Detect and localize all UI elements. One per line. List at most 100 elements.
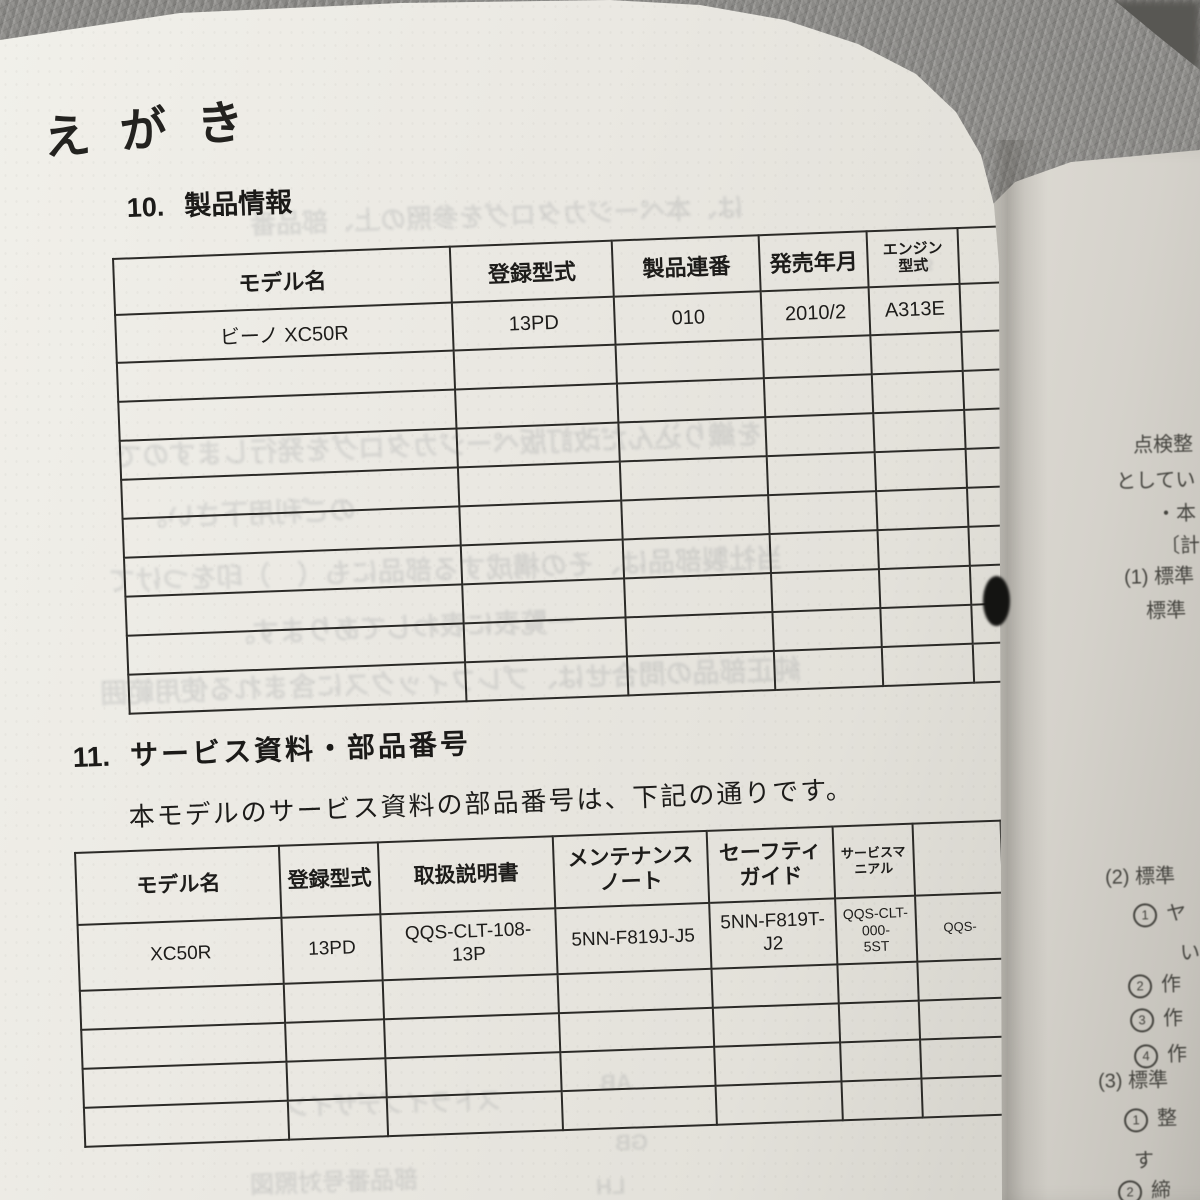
- table-cell: [454, 383, 619, 429]
- table-cell: [870, 331, 963, 375]
- table-cell: 製品連番: [612, 235, 761, 297]
- table-cell: [559, 1046, 716, 1092]
- table-cell: [625, 612, 774, 657]
- right-page-text-fragment: ・本: [1155, 502, 1197, 526]
- table-cell: サービスマニアル: [832, 823, 915, 899]
- table-cell: [382, 974, 559, 1020]
- table-cell: [873, 409, 966, 453]
- circled-number: 1: [1132, 902, 1158, 928]
- circled-number: 2: [1117, 1179, 1143, 1200]
- table-cell: [624, 573, 773, 618]
- table-cell: [959, 282, 1002, 332]
- table-cell: [457, 461, 622, 507]
- table-cell: [921, 1075, 1002, 1118]
- table-cell: QQS-CLT-108- 13P: [379, 908, 558, 981]
- table-cell: [558, 1007, 715, 1053]
- table-cell: [711, 964, 839, 1008]
- table-cell: [453, 344, 618, 390]
- table-cell: [383, 1013, 560, 1059]
- right-page-text-fragment: 〔計: [1159, 534, 1200, 558]
- table-cell: [772, 608, 882, 652]
- table-cell: [618, 417, 767, 462]
- table-cell: 13PD: [281, 914, 383, 984]
- table-cell: [286, 1058, 387, 1101]
- table-cell: 取扱説明書: [377, 836, 555, 915]
- table-cell: [871, 370, 964, 414]
- bleedthrough-text: は、本ページカタログを参照の上、部品番: [249, 192, 744, 240]
- table-cell: [627, 651, 776, 696]
- table-cell: [771, 569, 881, 613]
- section-number: 11.: [72, 740, 111, 773]
- table-cell: 5NN-F819T-J2: [709, 898, 837, 969]
- table-cell: [919, 1036, 1002, 1079]
- table-cell: [877, 526, 970, 570]
- table-cell: [623, 534, 772, 579]
- table-cell: 010: [614, 291, 763, 345]
- table-cell: メンテナンス ノート: [552, 830, 710, 909]
- table-cell: [615, 339, 764, 384]
- bleedthrough-text: GB: [614, 1129, 649, 1156]
- service-docs-table: モデル名 登録型式 取扱説明書 メンテナンス ノート セーフティ ガイド サービスマニアル XC…: [74, 820, 1002, 1148]
- table-cell: [284, 980, 384, 1023]
- table-cell: [841, 1078, 923, 1121]
- table-cell: [621, 495, 770, 540]
- table-cell: [768, 491, 878, 535]
- table-cell: 登録型式: [449, 240, 615, 303]
- right-page-text-fragment: (2) 標準: [1104, 865, 1176, 889]
- table-cell: 5NN-F819J-J5: [554, 902, 712, 975]
- right-page-text-fragment: (1) 標準: [1123, 565, 1195, 589]
- table-cell: [620, 456, 769, 501]
- right-page-text-fragment: 標準: [1145, 599, 1187, 623]
- table-cell: [762, 335, 872, 379]
- table-cell: 2010/2: [760, 287, 871, 340]
- table-cell: [880, 604, 973, 648]
- table-cell: [460, 539, 625, 585]
- right-page-text-fragment: (3) 標準: [1097, 1069, 1169, 1093]
- left-page: は、本ページカタログを参照の上、部品番 を織り込んだ改訂版ページカタログを発行しま…: [0, 0, 1002, 1200]
- table-cell: [773, 647, 884, 690]
- table-cell: [766, 452, 877, 496]
- table-cell: [464, 656, 629, 702]
- table-cell: [918, 997, 1002, 1040]
- table-cell: [874, 448, 967, 492]
- table-cell: [836, 961, 919, 1004]
- section-title: 製品情報: [183, 187, 293, 221]
- table-cell: [715, 1081, 843, 1125]
- table-cell: [917, 958, 1002, 1001]
- right-page-text-fragment: としてい: [1115, 468, 1196, 494]
- circled-number: 2: [1127, 973, 1153, 999]
- section-10-heading: 10. 製品情報: [126, 180, 293, 225]
- circled-number: 3: [1129, 1007, 1155, 1033]
- table-cell: QQS-: [914, 892, 1002, 962]
- table-cell: [769, 530, 879, 574]
- right-page-text-fragment: 点検整: [1132, 433, 1194, 457]
- table-cell: [714, 1042, 842, 1086]
- table-cell: [386, 1091, 563, 1137]
- table-cell: XC50R: [77, 917, 285, 991]
- table-cell: [765, 413, 875, 457]
- table-cell: [961, 330, 1002, 371]
- table-cell: [881, 643, 974, 687]
- table-cell: 13PD: [451, 296, 616, 351]
- table-cell: 登録型式: [279, 842, 380, 918]
- table-cell: QQS-CLT-000- 5ST: [834, 895, 918, 965]
- table-cell: [456, 422, 621, 468]
- table-cell: [463, 617, 628, 663]
- bleedthrough-text: 部品番号対照図: [249, 1166, 419, 1199]
- bleedthrough-text: LH: [595, 1173, 626, 1200]
- table-cell: [878, 565, 972, 609]
- section-number: 10.: [126, 191, 165, 223]
- table-cell: A313E: [868, 283, 962, 336]
- table-cell: [912, 820, 1002, 896]
- table-cell: [712, 1003, 840, 1047]
- table-cell: [83, 1100, 290, 1147]
- product-info-table: モデル名 登録型式 製品連番 発売年月 エンジン 型式 ビーノ XC50R 13PD 010 20…: [112, 225, 1002, 714]
- right-page-text-fragment: す: [1133, 1149, 1155, 1173]
- table-cell: [839, 1039, 922, 1082]
- table-cell: エンジン 型式: [866, 228, 960, 288]
